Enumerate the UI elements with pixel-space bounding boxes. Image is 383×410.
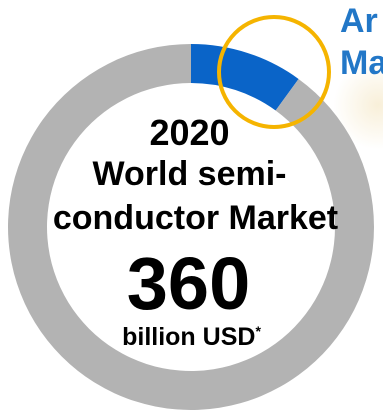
callout-line-1: Ar <box>340 2 378 40</box>
center-unit: billion USD* <box>0 321 383 353</box>
highlight-ring <box>217 15 331 129</box>
callout-label: Ar Ma <box>340 0 383 84</box>
donut-slice-1 <box>191 44 299 111</box>
callout-line-2: Ma <box>340 44 383 82</box>
center-unit-footnote-mark: * <box>255 323 261 339</box>
chart-year: 2020 <box>149 112 230 153</box>
chart-title-line-2: conductor Market <box>52 199 339 237</box>
chart-title-line-1: World semi- <box>92 155 287 193</box>
center-unit-text: billion USD <box>122 323 256 351</box>
center-value: 360 <box>126 242 251 325</box>
donut-slices <box>8 44 374 410</box>
